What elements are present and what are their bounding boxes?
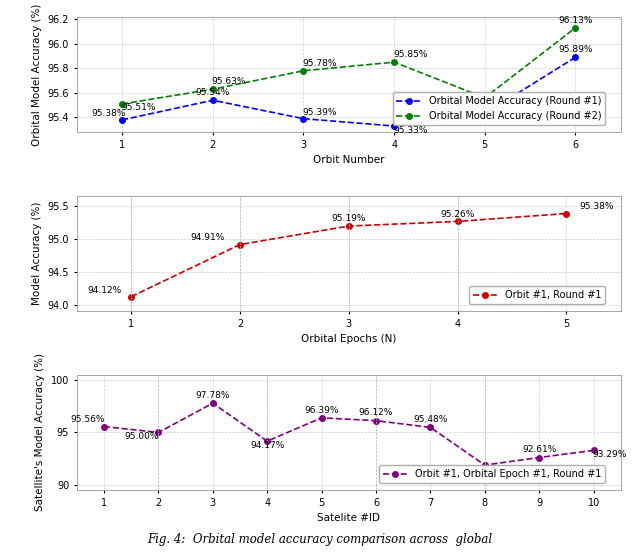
Orbit #1, Round #1 xyxy=(127,294,135,300)
Orbit #1, Round #1 xyxy=(236,241,244,248)
Text: 95.54%: 95.54% xyxy=(196,89,230,97)
Text: 91.89%: 91.89% xyxy=(468,465,502,474)
Text: 96.39%: 96.39% xyxy=(305,405,339,414)
Text: 95.33%: 95.33% xyxy=(393,126,428,135)
Text: 95.39%: 95.39% xyxy=(303,108,337,117)
Orbit #1, Orbital Epoch #1, Round #1 xyxy=(100,423,108,430)
Text: 95.19%: 95.19% xyxy=(332,214,366,223)
Orbital Model Accuracy (Round #2) xyxy=(390,59,398,66)
Text: 95.51%: 95.51% xyxy=(121,103,156,112)
Text: 93.29%: 93.29% xyxy=(593,450,627,459)
Orbital Model Accuracy (Round #2) xyxy=(572,25,579,31)
Orbit #1, Orbital Epoch #1, Round #1 xyxy=(264,438,271,444)
Legend: Orbit #1, Orbital Epoch #1, Round #1: Orbit #1, Orbital Epoch #1, Round #1 xyxy=(379,465,605,483)
Text: 95.00%: 95.00% xyxy=(125,432,159,441)
Text: 92.61%: 92.61% xyxy=(522,445,556,455)
Orbital Model Accuracy (Round #1) xyxy=(390,123,398,129)
Orbit #1, Orbital Epoch #1, Round #1 xyxy=(481,462,489,468)
Text: 95.89%: 95.89% xyxy=(558,45,593,55)
Orbit #1, Orbital Epoch #1, Round #1 xyxy=(209,400,216,407)
Text: 95.38%: 95.38% xyxy=(580,202,614,211)
Legend: Orbit #1, Round #1: Orbit #1, Round #1 xyxy=(468,286,605,304)
Text: 96.12%: 96.12% xyxy=(359,408,393,417)
Text: 95.43%: 95.43% xyxy=(454,102,488,111)
X-axis label: Satelite #ID: Satelite #ID xyxy=(317,514,380,524)
Text: Fig. 4:  Orbital model accuracy comparison across  global: Fig. 4: Orbital model accuracy compariso… xyxy=(147,533,493,546)
Orbital Model Accuracy (Round #2) xyxy=(118,101,126,108)
Text: 97.78%: 97.78% xyxy=(196,391,230,400)
Y-axis label: Model Accuracy (%): Model Accuracy (%) xyxy=(32,202,42,305)
Text: 94.91%: 94.91% xyxy=(190,233,225,242)
Text: 95.56%: 95.56% xyxy=(70,416,105,424)
Text: 95.26%: 95.26% xyxy=(440,210,475,219)
Orbit #1, Orbital Epoch #1, Round #1 xyxy=(590,447,598,454)
Text: 95.85%: 95.85% xyxy=(393,50,428,59)
Line: Orbit #1, Orbital Epoch #1, Round #1: Orbit #1, Orbital Epoch #1, Round #1 xyxy=(101,400,596,468)
Text: 95.63%: 95.63% xyxy=(212,77,246,86)
Text: 96.13%: 96.13% xyxy=(558,16,593,25)
Text: 94.17%: 94.17% xyxy=(250,442,284,451)
Line: Orbit #1, Round #1: Orbit #1, Round #1 xyxy=(129,211,569,300)
Orbit #1, Round #1 xyxy=(454,218,461,225)
Legend: Orbital Model Accuracy (Round #1), Orbital Model Accuracy (Round #2): Orbital Model Accuracy (Round #1), Orbit… xyxy=(392,92,605,125)
Orbital Model Accuracy (Round #1) xyxy=(118,116,126,123)
Orbit #1, Orbital Epoch #1, Round #1 xyxy=(372,417,380,424)
Orbital Model Accuracy (Round #2) xyxy=(300,67,307,74)
Orbit #1, Round #1 xyxy=(345,223,353,229)
Line: Orbital Model Accuracy (Round #1): Orbital Model Accuracy (Round #1) xyxy=(119,55,579,129)
Text: 95.48%: 95.48% xyxy=(413,415,447,424)
Orbital Model Accuracy (Round #2) xyxy=(481,95,489,101)
Orbit #1, Orbital Epoch #1, Round #1 xyxy=(318,414,326,421)
Orbit #1, Orbital Epoch #1, Round #1 xyxy=(536,454,543,461)
Y-axis label: Orbital Model Accuracy (%): Orbital Model Accuracy (%) xyxy=(32,3,42,145)
Orbit #1, Orbital Epoch #1, Round #1 xyxy=(427,424,435,431)
Text: 95.38%: 95.38% xyxy=(92,109,126,118)
X-axis label: Orbital Epochs (N): Orbital Epochs (N) xyxy=(301,334,397,344)
Text: 94.12%: 94.12% xyxy=(87,286,121,295)
X-axis label: Orbit Number: Orbit Number xyxy=(313,155,385,165)
Text: 95.56%: 95.56% xyxy=(484,98,518,107)
Y-axis label: Satellite's Model Accuracy (%): Satellite's Model Accuracy (%) xyxy=(35,354,45,511)
Line: Orbital Model Accuracy (Round #2): Orbital Model Accuracy (Round #2) xyxy=(119,25,579,107)
Orbital Model Accuracy (Round #2) xyxy=(209,86,216,92)
Orbital Model Accuracy (Round #1) xyxy=(572,54,579,61)
Orbit #1, Orbital Epoch #1, Round #1 xyxy=(155,429,163,436)
Orbital Model Accuracy (Round #1) xyxy=(209,97,216,104)
Text: 95.78%: 95.78% xyxy=(303,59,337,68)
Orbital Model Accuracy (Round #1) xyxy=(300,115,307,122)
Orbital Model Accuracy (Round #1) xyxy=(481,110,489,117)
Orbit #1, Round #1 xyxy=(563,210,570,217)
